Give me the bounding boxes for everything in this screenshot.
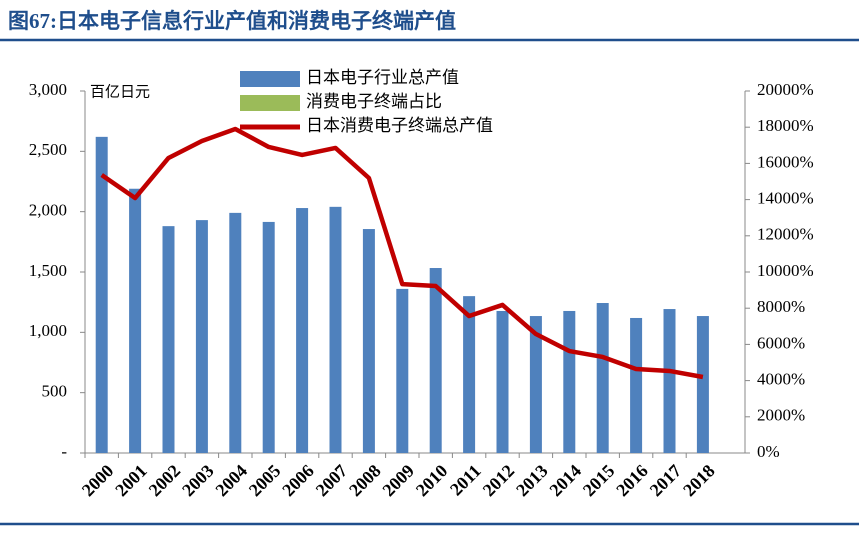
bar [463,296,476,453]
y2-tick-label: 4000% [757,370,805,389]
x-tick-label: 2007 [312,461,352,501]
bar [396,288,409,453]
x-tick-label: 2009 [378,461,418,501]
x-tick-label: 2000 [78,461,118,501]
y-tick-label: 1,500 [29,261,67,280]
bar [195,220,208,453]
bar [329,206,342,453]
y-unit-label: 百亿日元 [90,83,150,100]
y2-tick-label: 0% [757,442,780,461]
y-tick-label: 500 [42,382,68,401]
legend-swatch [240,95,300,111]
bar [95,136,108,453]
y2-tick-label: 20000% [757,80,814,99]
y2-tick-label: 10000% [757,261,814,280]
bar [663,309,676,453]
bar [429,268,442,453]
x-tick-label: 2002 [145,461,185,501]
x-tick-label: 2001 [111,461,151,501]
line [100,126,704,380]
bar [596,303,609,453]
x-tick-label: 2018 [679,461,719,501]
legend-label: 日本电子行业总产值 [306,68,459,87]
bar [529,316,542,453]
bar [496,310,509,453]
legend-label: 消费电子终端占比 [306,92,442,111]
bar [630,317,643,453]
bar [262,221,275,453]
y2-tick-label: 6000% [757,333,805,352]
x-tick-label: 2006 [278,461,318,501]
bar [563,310,576,453]
x-tick-label: 2010 [412,461,452,501]
y2-tick-label: 2000% [757,406,805,425]
y2-tick-label: 16000% [757,152,814,171]
y-tick-label: 1,000 [29,321,67,340]
bar [296,208,309,453]
y2-tick-label: 8000% [757,297,805,316]
y2-tick-label: 12000% [757,225,814,244]
bar [696,316,709,453]
y-tick-label: 2,500 [29,140,67,159]
x-tick-label: 2013 [512,461,552,501]
x-tick-label: 2012 [479,461,519,501]
x-tick-label: 2011 [446,461,485,500]
y2-tick-label: 18000% [757,116,814,135]
legend-label: 日本消费电子终端总产值 [306,116,493,135]
x-tick-label: 2014 [545,461,585,501]
x-tick-label: 2015 [579,461,619,501]
y-tick-label: 2,000 [29,201,67,220]
x-tick-label: 2003 [178,461,218,501]
bar [362,229,375,453]
x-tick-label: 2004 [211,461,251,501]
x-tick-label: 2016 [612,461,652,501]
bar [129,188,142,454]
x-tick-label: 2008 [345,461,385,501]
x-tick-label: 2017 [646,461,686,501]
y2-tick-label: 14000% [757,189,814,208]
legend-swatch [240,71,300,87]
x-tick-label: 2005 [245,461,285,501]
y-tick-label: - [61,442,67,461]
chart-title: 图67:日本电子信息行业产值和消费电子终端产值 [8,9,456,33]
bar [229,212,242,453]
bar [162,226,175,453]
y-tick-label: 3,000 [29,80,67,99]
